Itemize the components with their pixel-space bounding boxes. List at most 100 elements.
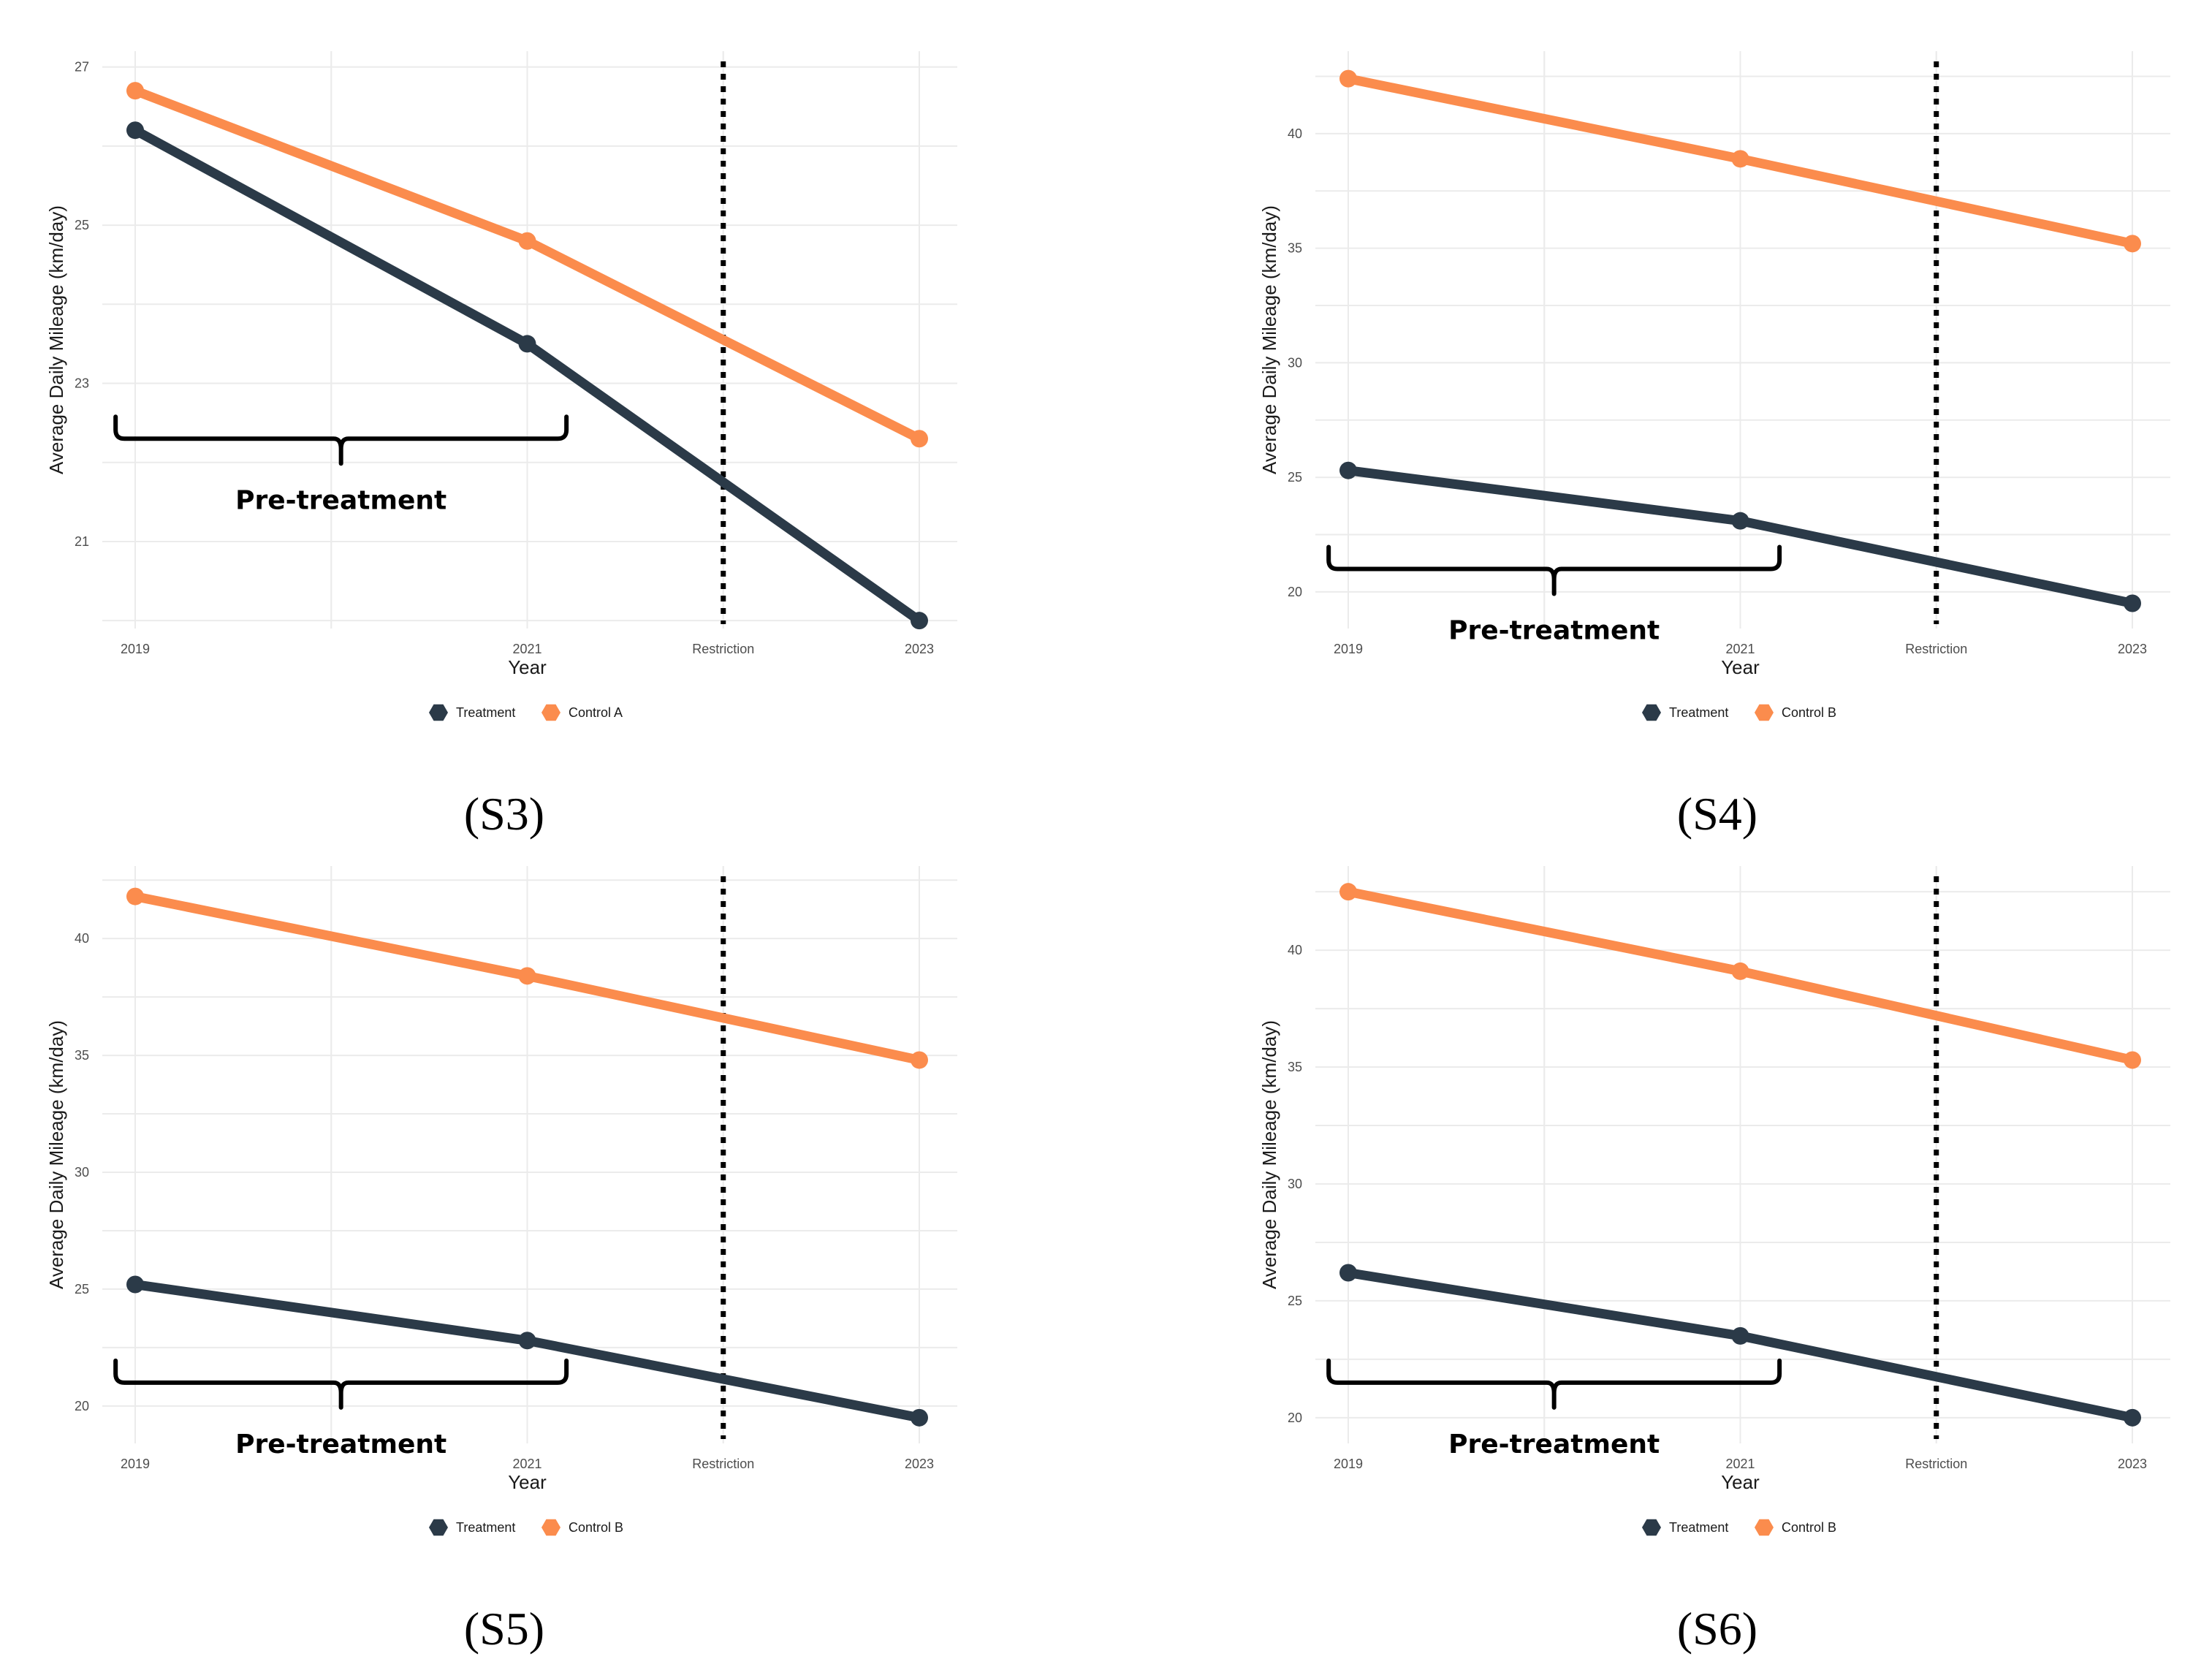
x-tick-label-3: 2023 — [905, 1457, 934, 1471]
x-axis-title: Year — [508, 1471, 547, 1493]
grid-lines — [1315, 866, 2170, 1443]
data-point-control-b-2023 — [2124, 235, 2141, 253]
data-point-control-a-2021 — [518, 232, 536, 250]
legend-label-control-b: Control B — [1782, 1520, 1836, 1535]
data-point-treatment-2021 — [518, 335, 536, 353]
legend-label-treatment: Treatment — [456, 705, 515, 720]
data-point-control-b-2021 — [518, 967, 536, 985]
legend-swatch-control-a — [541, 704, 560, 721]
x-tick-label-2: Restriction — [1905, 642, 1967, 656]
x-tick-label-2: Restriction — [1905, 1457, 1967, 1471]
y-axis-title: Average Daily Mileage (km/day) — [45, 1020, 67, 1289]
pre-treatment-brace — [113, 414, 569, 466]
legend: Treatment Control A — [429, 704, 623, 721]
chart-panel-s4: 20 25 30 35 40 2019 2021 Restriction 2023 Year Ave… — [1258, 51, 2170, 840]
grid-lines — [102, 866, 957, 1443]
data-point-treatment-2019 — [1339, 1264, 1357, 1282]
data-point-treatment-2023 — [2124, 1408, 2141, 1427]
pre-treatment-brace — [113, 1358, 569, 1410]
legend: Treatment Control B — [1642, 704, 1836, 721]
legend-swatch-control-b — [1755, 1519, 1774, 1536]
y-tick-label-3: 35 — [75, 1048, 89, 1063]
y-tick-label-2: 30 — [1288, 1177, 1302, 1191]
data-point-control-b-2023 — [911, 1051, 928, 1069]
legend-label-control-b: Control B — [1782, 705, 1836, 720]
y-tick-label-4: 40 — [1288, 943, 1302, 957]
data-point-treatment-2019 — [126, 121, 144, 140]
data-point-control-b-2021 — [1731, 150, 1749, 168]
y-tick-label-0: 20 — [75, 1399, 89, 1413]
x-tick-label-2: Restriction — [692, 642, 754, 656]
legend-swatch-treatment — [1642, 1519, 1661, 1536]
legend-swatch-control-b — [1755, 704, 1774, 721]
x-tick-label-0: 2019 — [1334, 1457, 1363, 1471]
pre-treatment-label: Pre-treatment — [1448, 615, 1660, 645]
legend: Treatment Control B — [429, 1519, 623, 1536]
y-axis-title: Average Daily Mileage (km/day) — [1258, 205, 1280, 474]
y-tick-label-2: 30 — [1288, 355, 1302, 370]
legend-swatch-treatment — [429, 1519, 448, 1536]
x-tick-label-3: 2023 — [2118, 642, 2147, 656]
y-tick-label-0: 20 — [1288, 1411, 1302, 1425]
legend-label-control-b: Control B — [569, 1520, 623, 1535]
x-tick-label-1: 2021 — [512, 1457, 541, 1471]
legend-label-treatment: Treatment — [1669, 1520, 1728, 1535]
x-axis-title: Year — [508, 656, 547, 678]
legend-label-treatment: Treatment — [1669, 705, 1728, 720]
chart-panel-s5: 20 25 30 35 40 2019 2021 Restriction 2023 Year Ave… — [45, 866, 957, 1655]
legend-label-treatment: Treatment — [456, 1520, 515, 1535]
data-point-control-b-2021 — [1731, 962, 1749, 980]
y-tick-label-3: 27 — [75, 60, 89, 75]
x-tick-label-3: 2023 — [905, 642, 934, 656]
panel-caption: (S6) — [1677, 1603, 1757, 1655]
data-point-control-b-2019 — [126, 887, 144, 906]
x-tick-label-0: 2019 — [1334, 642, 1363, 656]
panel-caption: (S5) — [464, 1603, 544, 1655]
data-point-treatment-2019 — [126, 1275, 144, 1294]
pre-treatment-brace — [1326, 1358, 1782, 1410]
data-point-treatment-2023 — [911, 612, 928, 630]
legend: Treatment Control B — [1642, 1519, 1836, 1536]
y-tick-label-2: 25 — [75, 218, 89, 232]
x-axis-title: Year — [1721, 656, 1760, 678]
y-tick-label-4: 40 — [75, 931, 89, 946]
data-point-treatment-2021 — [518, 1332, 536, 1350]
data-point-control-b-2019 — [1339, 883, 1357, 901]
y-tick-label-0: 20 — [1288, 585, 1302, 599]
x-tick-label-1: 2021 — [1725, 642, 1755, 656]
x-tick-label-0: 2019 — [121, 1457, 150, 1471]
data-point-control-b-2019 — [1339, 69, 1357, 88]
y-tick-label-3: 35 — [1288, 1060, 1302, 1074]
data-point-treatment-2021 — [1731, 512, 1749, 530]
y-tick-label-2: 30 — [75, 1165, 89, 1180]
y-tick-label-0: 21 — [75, 534, 89, 549]
panel-caption: (S3) — [464, 788, 544, 840]
x-axis-title: Year — [1721, 1471, 1760, 1493]
x-tick-label-1: 2021 — [512, 642, 541, 656]
y-axis-title: Average Daily Mileage (km/day) — [1258, 1020, 1280, 1289]
legend-swatch-control-b — [541, 1519, 560, 1536]
data-point-control-a-2023 — [911, 430, 928, 448]
y-tick-label-1: 25 — [1288, 470, 1302, 485]
pre-treatment-label: Pre-treatment — [235, 485, 446, 515]
y-tick-label-3: 35 — [1288, 241, 1302, 256]
y-axis-title: Average Daily Mileage (km/day) — [45, 205, 67, 474]
data-point-treatment-2023 — [2124, 594, 2141, 612]
data-point-treatment-2019 — [1339, 461, 1357, 479]
x-tick-label-3: 2023 — [2118, 1457, 2147, 1471]
data-point-treatment-2023 — [911, 1408, 928, 1427]
panel-caption: (S4) — [1677, 788, 1757, 840]
x-tick-label-1: 2021 — [1725, 1457, 1755, 1471]
data-point-treatment-2021 — [1731, 1326, 1749, 1345]
y-tick-label-1: 25 — [75, 1282, 89, 1297]
data-point-control-b-2023 — [2124, 1051, 2141, 1069]
pre-treatment-label: Pre-treatment — [1448, 1430, 1660, 1459]
legend-label-control-a: Control A — [569, 705, 623, 720]
chart-panel-s3: 21 23 25 27 2019 2021 Restriction 2023 Year Avera… — [45, 51, 957, 840]
y-tick-label-1: 25 — [1288, 1294, 1302, 1308]
grid-lines — [1315, 51, 2170, 629]
x-tick-label-0: 2019 — [121, 642, 150, 656]
x-tick-label-2: Restriction — [692, 1457, 754, 1471]
y-tick-label-1: 23 — [75, 376, 89, 391]
